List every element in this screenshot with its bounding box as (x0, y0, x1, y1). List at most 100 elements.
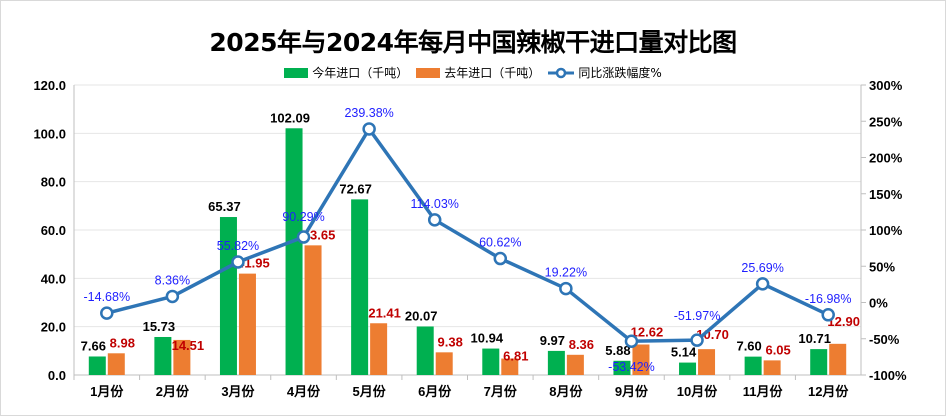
bar-this-year (744, 356, 762, 375)
yoy-point (427, 213, 442, 227)
legend-swatch-orange (416, 67, 441, 78)
yoy-label: -51.97% (674, 309, 721, 323)
legend: 今年进口（千吨） 去年进口（千吨） 同比涨跌幅度% (1, 64, 945, 81)
yoy-label: 239.38% (344, 106, 393, 120)
bar-last-year (370, 323, 388, 375)
x-tick-label: 6月份 (418, 384, 452, 399)
y2-tick-label: -100% (869, 368, 907, 383)
bar-label-this-year: 15.73 (143, 319, 176, 334)
bar-label-last-year: 12.62 (631, 325, 664, 340)
bar-label-this-year: 20.07 (405, 308, 438, 323)
yoy-label: -16.98% (805, 292, 852, 306)
x-tick-label: 7月份 (484, 384, 518, 399)
x-tick-label: 11月份 (743, 384, 784, 399)
bar-last-year (238, 273, 256, 375)
bar-last-year (304, 245, 322, 375)
legend-item-yoy: 同比涨跌幅度% (548, 64, 662, 81)
legend-label: 今年进口（千吨） (312, 66, 409, 80)
y-tick-label: 80.0 (41, 175, 66, 190)
bar-this-year (154, 336, 172, 375)
bar-label-last-year: 12.90 (827, 314, 860, 329)
y2-tick-label: 250% (869, 114, 903, 129)
bar-last-year (435, 352, 453, 375)
yoy-label: -14.68% (84, 290, 131, 304)
bar-label-last-year: 6.81 (503, 349, 528, 364)
bar-label-this-year: 65.37 (208, 199, 241, 214)
y2-tick-label: 50% (869, 259, 895, 274)
yoy-label: 19.22% (545, 266, 587, 280)
bar-this-year (351, 199, 369, 375)
bar-label-this-year: 9.97 (540, 333, 565, 348)
bar-label-this-year: 10.71 (798, 331, 831, 346)
bar-label-last-year: 6.05 (765, 342, 790, 357)
bar-this-year (88, 356, 106, 375)
bar-last-year (632, 344, 650, 375)
yoy-point (559, 281, 573, 296)
yoy-point (296, 230, 311, 244)
legend-label: 同比涨跌幅度% (578, 66, 662, 80)
bar-this-year (219, 217, 237, 375)
bar-this-year (416, 326, 434, 375)
bar-label-this-year: 7.66 (81, 338, 106, 353)
bar-label-last-year: 10.70 (696, 327, 729, 342)
bar-label-this-year: 5.88 (605, 343, 630, 358)
legend-item-last-year: 去年进口（千吨） (416, 64, 540, 81)
y-tick-label: 60.0 (41, 223, 66, 238)
x-tick-label: 2月份 (156, 384, 190, 399)
bar-label-last-year: 9.38 (438, 334, 463, 349)
bar-label-last-year: 8.98 (110, 335, 135, 350)
bar-label-this-year: 5.14 (671, 345, 697, 360)
bar-this-year (482, 348, 500, 375)
x-tick-label: 5月份 (353, 384, 387, 399)
legend-item-this-year: 今年进口（千吨） (284, 64, 408, 81)
bar-this-year (285, 128, 303, 375)
legend-label: 去年进口（千吨） (444, 66, 541, 80)
x-tick-label: 1月份 (90, 384, 124, 399)
y-tick-label: 120.0 (33, 78, 66, 93)
bar-label-this-year: 7.60 (736, 339, 761, 354)
yoy-label: 90.29% (282, 210, 324, 224)
yoy-point (362, 122, 376, 136)
bar-last-year (763, 360, 781, 375)
yoy-point (821, 308, 835, 322)
bar-label-this-year: 10.94 (471, 331, 504, 346)
x-tick-label: 12月份 (808, 384, 849, 399)
x-tick-label: 4月份 (287, 384, 321, 399)
bar-label-last-year: 53.65 (303, 227, 336, 242)
y-tick-label: 20.0 (41, 320, 66, 335)
bar-label-last-year: 8.36 (569, 337, 594, 352)
bar-this-year (810, 349, 828, 375)
yoy-point (100, 306, 114, 320)
yoy-point (690, 333, 704, 347)
yoy-point (165, 289, 180, 304)
legend-swatch-green (284, 67, 309, 78)
y-tick-label: 40.0 (41, 271, 66, 286)
x-tick-label: 8月份 (549, 384, 583, 399)
bar-last-year (501, 358, 519, 375)
yoy-label: 25.69% (741, 261, 783, 275)
bar-last-year (698, 349, 716, 375)
bar-last-year (566, 354, 584, 375)
bar-this-year (547, 350, 565, 375)
yoy-point (624, 334, 639, 348)
yoy-label: 114.03% (410, 197, 458, 211)
x-tick-label: 3月份 (221, 384, 255, 399)
y2-tick-label: 100% (869, 223, 903, 238)
x-tick-label: 10月份 (677, 384, 718, 399)
yoy-label: 55.82% (217, 239, 259, 253)
legend-line-marker-icon (548, 67, 575, 78)
y-tick-label: 100.0 (33, 126, 66, 141)
x-tick-label: 9月份 (615, 384, 649, 399)
y2-tick-label: -50% (869, 332, 900, 347)
bar-label-this-year: 102.09 (270, 110, 310, 125)
bar-this-year (679, 362, 697, 375)
y2-tick-label: 150% (869, 187, 903, 202)
bar-last-year (829, 343, 847, 375)
bar-label-last-year: 14.51 (172, 338, 205, 353)
yoy-label: 60.62% (479, 236, 521, 250)
bar-last-year (173, 339, 191, 375)
y2-tick-label: 0% (869, 296, 888, 311)
yoy-point (755, 277, 770, 291)
bar-label-last-year: 21.41 (368, 305, 401, 320)
y2-tick-label: 300% (869, 78, 903, 93)
